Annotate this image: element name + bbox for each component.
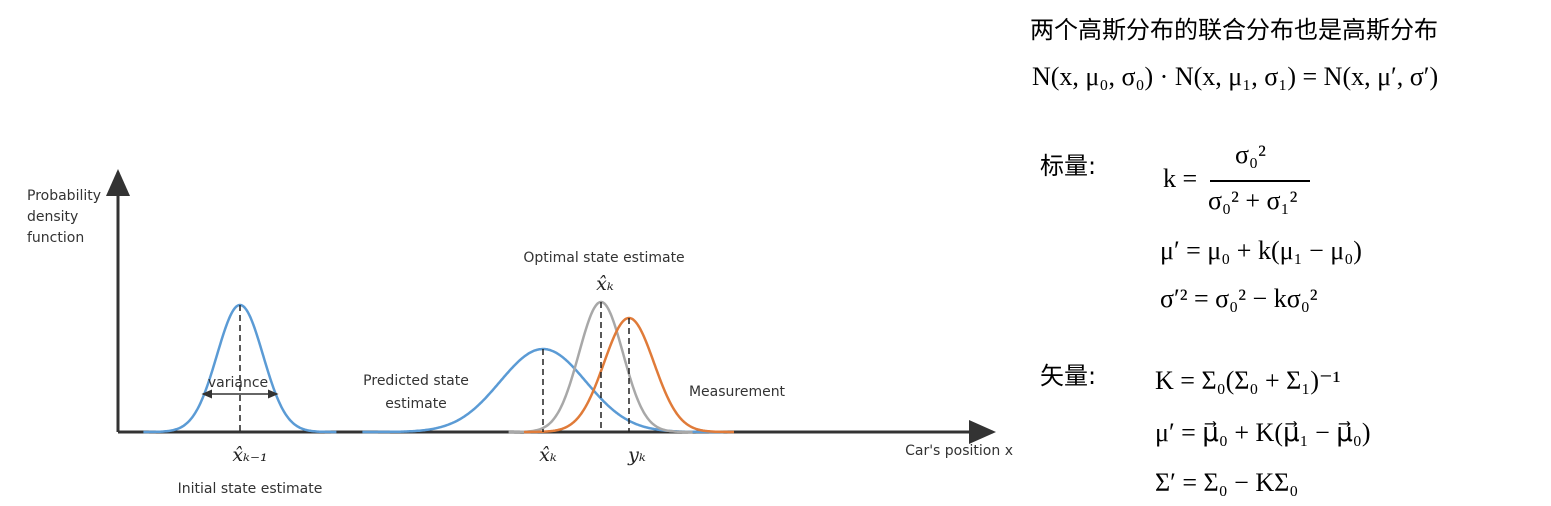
vector-covariance: Σ′ = Σ₀ − KΣ₀	[1155, 468, 1299, 497]
measurement-label: Measurement	[689, 384, 786, 400]
initial-label: Initial state estimate	[178, 481, 323, 497]
predicted-symbol: x̂ₖ	[539, 444, 557, 466]
variance-label: variance	[208, 375, 268, 391]
k-numerator: σ₀²	[1235, 140, 1266, 169]
y-axis-label: Probability	[27, 188, 101, 204]
y-axis-label: function	[27, 230, 84, 246]
scalar-variance: σ′² = σ₀² − kσ₀²	[1160, 284, 1318, 313]
product-formula: N(x, μ₀, σ₀) · N(x, μ₁, σ₁) = N(x, μ′, σ…	[1032, 62, 1439, 91]
k-lhs: k =	[1163, 164, 1198, 193]
fraction-bar	[1210, 180, 1310, 182]
predicted-label: Predicted state	[363, 373, 469, 389]
y-axis-label: density	[27, 209, 78, 225]
predicted-label: estimate	[385, 396, 447, 412]
scalar-heading: 标量:	[1040, 152, 1097, 180]
measurement-symbol: yₖ	[627, 444, 646, 466]
vector-heading: 矢量:	[1040, 362, 1097, 390]
k-denominator: σ₀² + σ₁²	[1208, 186, 1298, 215]
title: 两个高斯分布的联合分布也是高斯分布	[1030, 16, 1438, 44]
optimal-symbol: x̂ₖ	[596, 273, 614, 295]
x-axis-label: Car's position x	[905, 443, 1013, 459]
scalar-mean: μ′ = μ₀ + k(μ₁ − μ₀)	[1160, 236, 1362, 265]
initial-symbol: x̂ₖ₋₁	[232, 444, 267, 466]
vector-gain: K = Σ₀(Σ₀ + Σ₁)⁻¹	[1155, 366, 1341, 395]
optimal-label: Optimal state estimate	[523, 250, 684, 266]
gaussian-diagram: Probability density function variance x̂…	[27, 169, 1013, 497]
vector-mean: μ′ = μ⃗₀ + K(μ⃗₁ − μ⃗₀)	[1155, 418, 1371, 447]
